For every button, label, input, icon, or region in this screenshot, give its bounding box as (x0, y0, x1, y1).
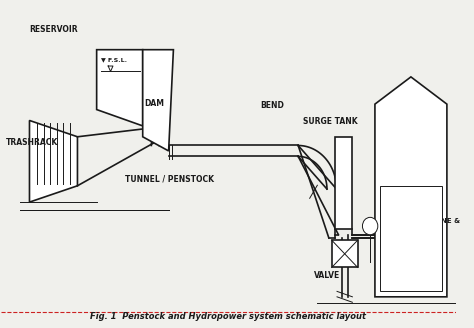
Bar (332, 240, 358, 267)
Polygon shape (375, 77, 447, 297)
Text: VALVE: VALVE (314, 271, 340, 280)
Text: DAM: DAM (145, 99, 164, 108)
Text: Fig. 1  Penstock and Hydropower system schematic layout: Fig. 1 Penstock and Hydropower system sc… (90, 312, 366, 321)
Polygon shape (108, 66, 113, 72)
Text: RESERVOIR: RESERVOIR (29, 25, 78, 34)
Text: BEND: BEND (260, 101, 283, 110)
Text: HYDRO -TURBINE &
GENERATOR: HYDRO -TURBINE & GENERATOR (384, 218, 460, 232)
Bar (335, 137, 352, 229)
Circle shape (363, 217, 378, 235)
Text: TRASHRACK: TRASHRACK (6, 138, 58, 147)
Bar (380, 186, 442, 291)
Text: TUNNEL / PENSTOCK: TUNNEL / PENSTOCK (126, 175, 214, 184)
Polygon shape (143, 50, 173, 151)
Text: ▼ F.S.L.: ▼ F.S.L. (101, 57, 128, 62)
Polygon shape (29, 120, 77, 202)
Polygon shape (97, 50, 143, 126)
Text: SURGE TANK: SURGE TANK (303, 117, 357, 126)
